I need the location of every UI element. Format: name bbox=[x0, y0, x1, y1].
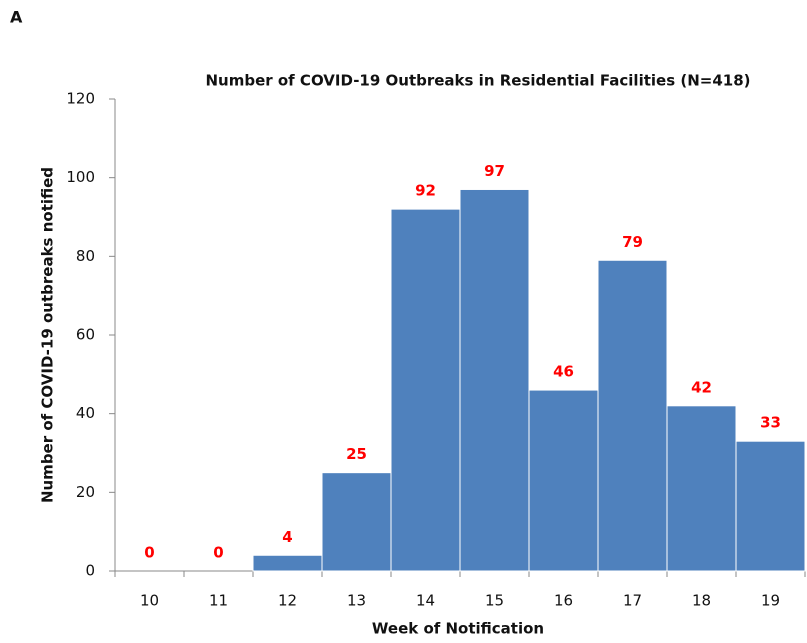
y-tick-label: 100 bbox=[66, 168, 95, 186]
bar bbox=[666, 405, 737, 572]
x-axis-label: Week of Notification bbox=[372, 620, 544, 638]
value-label: 0 bbox=[213, 544, 223, 562]
x-tick-label: 17 bbox=[623, 592, 642, 610]
bar bbox=[597, 259, 668, 572]
x-tick-label: 18 bbox=[692, 592, 711, 610]
bar bbox=[528, 389, 599, 572]
value-label: 25 bbox=[346, 445, 367, 463]
value-label: 97 bbox=[484, 162, 505, 180]
bar bbox=[459, 188, 530, 572]
bar bbox=[390, 208, 461, 572]
value-label: 4 bbox=[282, 528, 292, 546]
value-label: 42 bbox=[691, 378, 712, 396]
value-label: 46 bbox=[553, 363, 574, 381]
y-tick-label: 80 bbox=[76, 247, 95, 265]
y-tick-label: 60 bbox=[76, 326, 95, 344]
bar bbox=[735, 440, 806, 572]
x-tick-label: 14 bbox=[416, 592, 435, 610]
value-label: 33 bbox=[760, 414, 781, 432]
x-tick-label: 19 bbox=[761, 592, 780, 610]
x-tick-label: 11 bbox=[209, 592, 228, 610]
y-tick-label: 20 bbox=[76, 483, 95, 501]
y-tick-label: 120 bbox=[66, 90, 95, 108]
y-axis-label: Number of COVID-19 outbreaks notified bbox=[39, 167, 57, 503]
x-tick-label: 10 bbox=[140, 592, 159, 610]
chart-title: Number of COVID-19 Outbreaks in Resident… bbox=[205, 72, 750, 90]
value-label: 0 bbox=[144, 544, 154, 562]
y-tick-label: 0 bbox=[85, 562, 95, 580]
x-tick-label: 16 bbox=[554, 592, 573, 610]
panel-label: A bbox=[10, 8, 23, 27]
x-tick-label: 12 bbox=[278, 592, 297, 610]
y-tick-label: 40 bbox=[76, 404, 95, 422]
value-label: 92 bbox=[415, 182, 436, 200]
bar bbox=[252, 554, 323, 572]
value-label: 79 bbox=[622, 233, 643, 251]
x-tick-label: 15 bbox=[485, 592, 504, 610]
bar bbox=[321, 472, 392, 572]
x-tick-label: 13 bbox=[347, 592, 366, 610]
